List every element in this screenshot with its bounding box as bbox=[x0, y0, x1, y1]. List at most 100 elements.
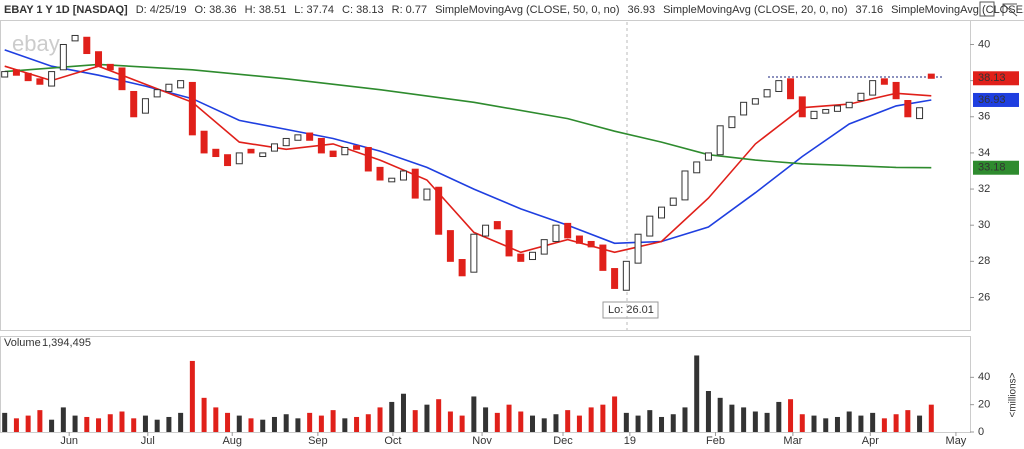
volume-bar bbox=[799, 414, 805, 432]
candle-body bbox=[927, 73, 935, 79]
low-annotation-box bbox=[602, 301, 659, 319]
candle-body bbox=[106, 63, 114, 71]
candle-body bbox=[224, 154, 232, 167]
y-tick-label: 34 bbox=[978, 147, 990, 159]
study-value: 36.93 bbox=[628, 4, 656, 16]
volume-bar bbox=[271, 416, 277, 432]
candle-body bbox=[611, 268, 619, 289]
candle-body bbox=[353, 145, 361, 150]
candle-body bbox=[36, 78, 44, 85]
volume-bar bbox=[178, 412, 184, 432]
volume-bar bbox=[189, 360, 195, 432]
x-tick-label: Mar bbox=[783, 435, 802, 447]
candle-body bbox=[493, 221, 501, 230]
volume-bar bbox=[236, 415, 242, 432]
volume-bar bbox=[530, 415, 536, 432]
volume-bar bbox=[330, 410, 336, 432]
volume-bar bbox=[96, 418, 102, 432]
candle-body bbox=[916, 107, 924, 120]
volume-bar bbox=[60, 407, 66, 432]
candle-body bbox=[376, 166, 384, 181]
volume-bar bbox=[881, 418, 887, 432]
volume-bar bbox=[49, 419, 55, 432]
candle-body bbox=[71, 34, 79, 42]
candle-body bbox=[693, 161, 701, 174]
candle-body bbox=[540, 239, 548, 255]
candle-body bbox=[270, 143, 278, 152]
symbol-title: EBAY 1 Y 1D [NASDAQ] bbox=[4, 4, 128, 16]
candle-body bbox=[282, 137, 290, 147]
volume-bar bbox=[682, 407, 688, 432]
ohlc-label: D: 4/25/19 bbox=[136, 4, 187, 16]
x-tick-label: Feb bbox=[706, 435, 725, 447]
ohlc-label: R: 0.77 bbox=[392, 4, 427, 16]
volume-bar bbox=[471, 396, 477, 432]
ohlc-label: H: 38.51 bbox=[245, 4, 287, 16]
candle-body bbox=[247, 148, 255, 154]
candle-body bbox=[446, 230, 454, 262]
study-name: SimpleMovingAvg (CLOSE, 50, 0, no) bbox=[435, 4, 619, 16]
candle-body bbox=[587, 240, 595, 248]
candle-body bbox=[482, 224, 490, 237]
volume-bar bbox=[752, 411, 758, 432]
candle-body bbox=[423, 188, 431, 201]
volume-bar bbox=[225, 412, 231, 432]
candle-body bbox=[1, 71, 9, 78]
candle-body bbox=[704, 152, 712, 161]
y-tick-label: 26 bbox=[978, 291, 990, 303]
candle-body bbox=[329, 150, 337, 158]
volume-bar bbox=[377, 407, 383, 432]
candle-body bbox=[681, 170, 689, 201]
candle-body bbox=[775, 80, 783, 92]
volume-bar bbox=[483, 407, 489, 432]
study-name: SimpleMovingAvg (CLOSE, 20, 0, no) bbox=[663, 4, 847, 16]
volume-bar bbox=[717, 397, 723, 432]
candle-body bbox=[306, 132, 314, 141]
candle-body bbox=[728, 116, 736, 129]
price-bubble bbox=[973, 92, 1019, 107]
volume-bar bbox=[365, 414, 371, 432]
candle-body bbox=[130, 90, 138, 118]
candle-body bbox=[599, 244, 607, 271]
volume-bar bbox=[541, 418, 547, 432]
volume-bar bbox=[893, 414, 899, 432]
volume-bar bbox=[37, 410, 43, 432]
study-name: SimpleMovingAvg (CLOSE, 200, 0, no) bbox=[891, 4, 1024, 16]
volume-bar bbox=[295, 418, 301, 432]
volume-bar bbox=[600, 404, 606, 432]
y-tick-label: 30 bbox=[978, 219, 990, 231]
volume-bar bbox=[389, 401, 395, 432]
candle-body bbox=[165, 83, 173, 92]
candle-body bbox=[869, 80, 877, 96]
price-bubble bbox=[973, 160, 1019, 175]
y-tick-label: 32 bbox=[978, 183, 990, 195]
volume-bar bbox=[788, 399, 794, 432]
candle-body bbox=[24, 72, 32, 82]
volume-tick-label: 40 bbox=[978, 371, 990, 383]
settings-icon[interactable] bbox=[979, 1, 995, 17]
candle-body bbox=[141, 98, 149, 114]
volume-bar bbox=[612, 396, 618, 432]
expand-icon[interactable] bbox=[1002, 3, 1018, 17]
volume-bar bbox=[659, 416, 665, 432]
volume-bar bbox=[623, 412, 629, 432]
x-tick-label: Nov bbox=[472, 435, 492, 447]
candle-body bbox=[399, 170, 407, 181]
x-tick-label: Jun bbox=[60, 435, 78, 447]
low-annotation: Lo: 26.01 bbox=[608, 304, 654, 316]
volume-bar bbox=[13, 418, 19, 432]
x-tick-label: Apr bbox=[862, 435, 879, 447]
volume-bar bbox=[307, 412, 313, 432]
volume-bar bbox=[154, 419, 160, 432]
volume-bar bbox=[25, 415, 31, 432]
candle-body bbox=[880, 78, 888, 85]
volume-bar bbox=[858, 415, 864, 432]
volume-bar bbox=[494, 412, 500, 432]
volume-bar bbox=[905, 410, 911, 432]
volume-label: Volume bbox=[4, 337, 41, 349]
volume-bar bbox=[635, 415, 641, 432]
candle-body bbox=[83, 36, 91, 55]
volume-bar bbox=[776, 401, 782, 432]
volume-bar bbox=[131, 418, 137, 432]
